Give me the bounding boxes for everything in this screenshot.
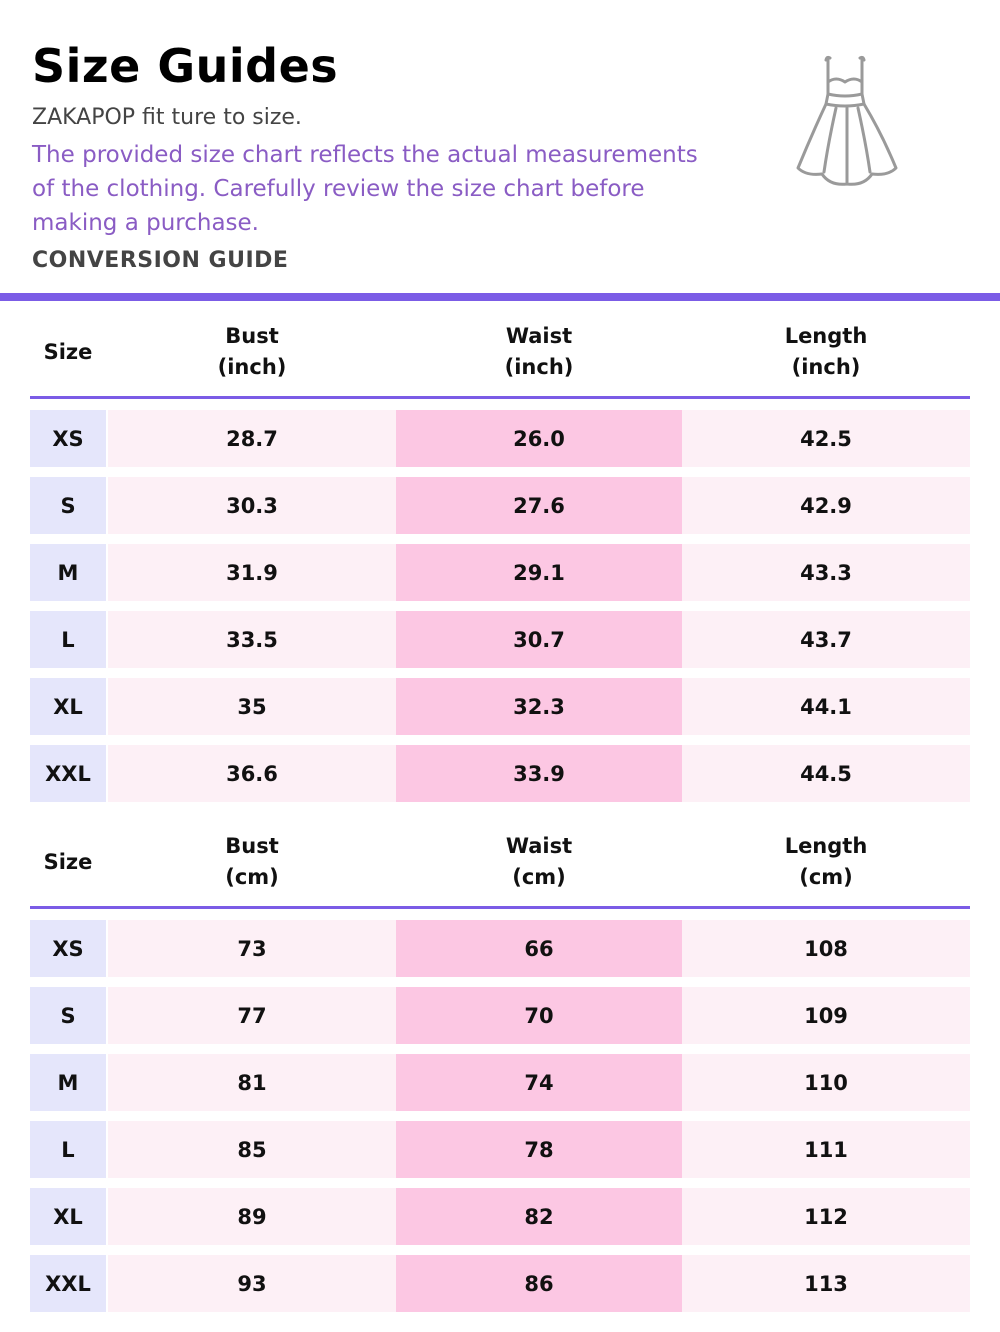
bust-cell: 31.9 xyxy=(108,544,396,601)
header-length: Length (inch) xyxy=(682,308,970,396)
header-length-unit: (cm) xyxy=(799,865,853,889)
length-cell: 43.7 xyxy=(682,611,970,668)
header-waist-unit: (inch) xyxy=(504,355,574,379)
header-waist-label: Waist xyxy=(505,834,573,858)
size-cell: XS xyxy=(30,920,106,977)
table-row: XL 35 32.3 44.1 xyxy=(30,678,970,735)
header-bust: Bust (inch) xyxy=(108,308,396,396)
waist-cell: 27.6 xyxy=(396,477,682,534)
waist-cell: 74 xyxy=(396,1054,682,1111)
header-waist: Waist (inch) xyxy=(396,308,682,396)
bust-cell: 35 xyxy=(108,678,396,735)
table-row: XXL 36.6 33.9 44.5 xyxy=(30,745,970,802)
length-cell: 42.9 xyxy=(682,477,970,534)
table-row: XS 28.7 26.0 42.5 xyxy=(30,410,970,467)
accent-divider xyxy=(0,293,1000,301)
table-header: Size Bust (cm) Waist (cm) Length (cm) xyxy=(30,818,970,909)
table-row: XS 73 66 108 xyxy=(30,920,970,977)
bust-cell: 85 xyxy=(108,1121,396,1178)
bust-cell: 36.6 xyxy=(108,745,396,802)
table-row: M 31.9 29.1 43.3 xyxy=(30,544,970,601)
header-length-unit: (inch) xyxy=(791,355,861,379)
bust-cell: 33.5 xyxy=(108,611,396,668)
header-bust-unit: (inch) xyxy=(217,355,287,379)
bust-cell: 93 xyxy=(108,1255,396,1312)
bust-cell: 30.3 xyxy=(108,477,396,534)
bust-cell: 28.7 xyxy=(108,410,396,467)
size-cell: XS xyxy=(30,410,106,467)
size-cell: S xyxy=(30,477,106,534)
header-length: Length (cm) xyxy=(682,818,970,906)
table-body: XS 73 66 108 S 77 70 109 M 81 74 110 L 8… xyxy=(30,920,970,1312)
table-row: XL 89 82 112 xyxy=(30,1188,970,1245)
waist-cell: 32.3 xyxy=(396,678,682,735)
brand-fit-note: ZAKAPOP fit ture to size. xyxy=(32,105,302,130)
size-cell: M xyxy=(30,544,106,601)
waist-cell: 29.1 xyxy=(396,544,682,601)
table-row: L 33.5 30.7 43.7 xyxy=(30,611,970,668)
size-cell: XXL xyxy=(30,745,106,802)
header-waist: Waist (cm) xyxy=(396,818,682,906)
header-length-label: Length xyxy=(784,834,868,858)
table-body: XS 28.7 26.0 42.5 S 30.3 27.6 42.9 M 31.… xyxy=(30,410,970,802)
cm-size-table: Size Bust (cm) Waist (cm) Length (cm) XS… xyxy=(30,818,970,1312)
size-cell: S xyxy=(30,987,106,1044)
bust-cell: 73 xyxy=(108,920,396,977)
header-length-label: Length xyxy=(784,324,868,348)
waist-cell: 33.9 xyxy=(396,745,682,802)
header-size-label: Size xyxy=(43,339,93,364)
table-row: XXL 93 86 113 xyxy=(30,1255,970,1312)
size-cell: XXL xyxy=(30,1255,106,1312)
conversion-guide-label: CONVERSION GUIDE xyxy=(32,248,289,273)
table-row: M 81 74 110 xyxy=(30,1054,970,1111)
size-cell: XL xyxy=(30,678,106,735)
length-cell: 42.5 xyxy=(682,410,970,467)
waist-cell: 30.7 xyxy=(396,611,682,668)
size-chart-description: The provided size chart reflects the act… xyxy=(32,142,698,236)
waist-cell: 70 xyxy=(396,987,682,1044)
header-bust: Bust (cm) xyxy=(108,818,396,906)
length-cell: 109 xyxy=(682,987,970,1044)
header-size: Size xyxy=(30,308,106,396)
bust-cell: 77 xyxy=(108,987,396,1044)
length-cell: 44.1 xyxy=(682,678,970,735)
waist-cell: 66 xyxy=(396,920,682,977)
header: Size Guides ZAKAPOP fit ture to size. Th… xyxy=(32,36,732,276)
header-waist-unit: (cm) xyxy=(512,865,566,889)
header-rule xyxy=(30,396,970,399)
length-cell: 111 xyxy=(682,1121,970,1178)
bust-cell: 89 xyxy=(108,1188,396,1245)
length-cell: 43.3 xyxy=(682,544,970,601)
size-cell: M xyxy=(30,1054,106,1111)
size-cell: L xyxy=(30,611,106,668)
length-cell: 108 xyxy=(682,920,970,977)
table-header: Size Bust (inch) Waist (inch) Length (in… xyxy=(30,308,970,399)
header-waist-label: Waist xyxy=(505,324,573,348)
dress-icon xyxy=(796,55,898,186)
table-row: S 77 70 109 xyxy=(30,987,970,1044)
table-row: S 30.3 27.6 42.9 xyxy=(30,477,970,534)
page-title: Size Guides xyxy=(32,39,339,93)
length-cell: 110 xyxy=(682,1054,970,1111)
header-rule xyxy=(30,906,970,909)
header-bust-label: Bust xyxy=(225,324,279,348)
waist-cell: 86 xyxy=(396,1255,682,1312)
header-size-label: Size xyxy=(43,849,93,874)
size-cell: XL xyxy=(30,1188,106,1245)
header-bust-label: Bust xyxy=(225,834,279,858)
header-bust-unit: (cm) xyxy=(225,865,279,889)
header-size: Size xyxy=(30,818,106,906)
length-cell: 44.5 xyxy=(682,745,970,802)
waist-cell: 82 xyxy=(396,1188,682,1245)
inch-size-table: Size Bust (inch) Waist (inch) Length (in… xyxy=(30,308,970,802)
waist-cell: 26.0 xyxy=(396,410,682,467)
length-cell: 112 xyxy=(682,1188,970,1245)
bust-cell: 81 xyxy=(108,1054,396,1111)
size-cell: L xyxy=(30,1121,106,1178)
length-cell: 113 xyxy=(682,1255,970,1312)
waist-cell: 78 xyxy=(396,1121,682,1178)
table-row: L 85 78 111 xyxy=(30,1121,970,1178)
